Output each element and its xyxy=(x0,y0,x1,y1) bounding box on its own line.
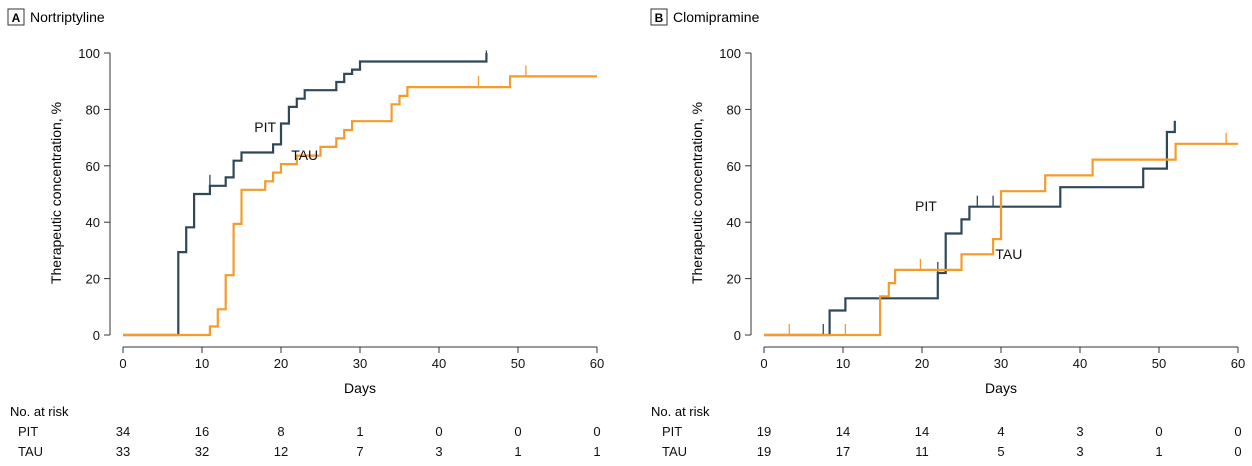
panel-b-series-pit xyxy=(764,120,1176,337)
panel-a-x-tick-label: 10 xyxy=(195,356,209,371)
panel-a-risk-table-label: No. at risk xyxy=(10,404,69,419)
panel-b-y-tick-label: 100 xyxy=(719,46,741,61)
panel-a-risk-cell: 32 xyxy=(195,444,209,459)
panel-a-series-tau xyxy=(123,75,597,337)
panel-a-x-tick-label: 30 xyxy=(353,356,367,371)
panel-a-risk-cell: 16 xyxy=(195,424,209,439)
panel-a-y-axis-label: Therapeutic concentration, % xyxy=(48,102,64,284)
panel-b-risk-cell: 0 xyxy=(1234,444,1241,459)
panel-b-risk-cell: 11 xyxy=(915,444,929,459)
panel-a-y-tick-label: 0 xyxy=(93,328,100,343)
panel-a-x-tick-label: 50 xyxy=(511,356,525,371)
panel-a-y-tick-label: 100 xyxy=(78,46,100,61)
panel-a-series-label-pit: PIT xyxy=(254,119,276,135)
panel-a-letter-box xyxy=(7,8,25,26)
panel-b-letter: B xyxy=(655,11,664,25)
panel-b-x-tick-label: 50 xyxy=(1152,356,1166,371)
panel-b-risk-cell: 19 xyxy=(757,424,771,439)
panel-b-series-label-tau: TAU xyxy=(995,246,1022,262)
panel-b-x-tick-label: 40 xyxy=(1073,356,1087,371)
panel-b-x-tick-label: 10 xyxy=(836,356,850,371)
panel-a-letter: A xyxy=(12,11,21,25)
panel-b-title: Clomipramine xyxy=(673,9,760,25)
panel-a-risk-table: PIT 34 16 8 1 0 0 0 TAU 33 32 12 7 3 1 1 xyxy=(18,424,601,459)
panel-b-plot-area: 0 20 40 60 80 100 0 10 20 30 40 50 60 PIT TAU xyxy=(719,46,1245,371)
panel-a-risk-row-label: TAU xyxy=(18,444,43,459)
panel-a-risk-cell: 0 xyxy=(514,424,521,439)
panel-b-series-label-pit: PIT xyxy=(915,198,937,214)
panel-b-risk-cell: 5 xyxy=(997,444,1004,459)
panel-b-risk-cell: 3 xyxy=(1076,444,1083,459)
panel-b-y-tick-label: 40 xyxy=(727,215,741,230)
panel-a: A Nortriptyline Therapeutic concentratio… xyxy=(7,8,604,459)
panel-b-risk-table: PIT 19 14 14 4 3 0 0 TAU 19 17 11 5 3 1 0 xyxy=(662,424,1242,459)
panel-b-x-tick-label: 60 xyxy=(1231,356,1245,371)
panel-b: B Clomipramine Therapeutic concentration… xyxy=(650,8,1245,459)
panel-a-x-tick-label: 60 xyxy=(590,356,604,371)
panel-b-risk-cell: 17 xyxy=(836,444,850,459)
panel-a-risk-cell: 34 xyxy=(116,424,130,439)
panel-b-x-axis-label: Days xyxy=(985,380,1017,396)
panel-b-risk-cell: 4 xyxy=(997,424,1004,439)
panel-b-y-axis-label: Therapeutic concentration, % xyxy=(689,102,705,284)
panel-a-x-tick-label: 0 xyxy=(119,356,126,371)
panel-a-plot-area: 0 20 40 60 80 100 0 10 20 30 40 50 60 PIT TAU xyxy=(78,46,604,371)
panel-b-risk-cell: 3 xyxy=(1076,424,1083,439)
panel-a-risk-row-label: PIT xyxy=(18,424,38,439)
panel-a-risk-cell: 0 xyxy=(435,424,442,439)
panel-b-risk-cell: 14 xyxy=(915,424,929,439)
panel-b-x-tick-label: 30 xyxy=(994,356,1008,371)
panel-b-risk-cell: 1 xyxy=(1155,444,1162,459)
panel-b-risk-cell: 0 xyxy=(1234,424,1241,439)
panel-a-y-tick-label: 40 xyxy=(86,215,100,230)
panel-b-risk-cell: 19 xyxy=(757,444,771,459)
panel-b-risk-row-label: PIT xyxy=(662,424,682,439)
panel-b-x-tick-label: 20 xyxy=(915,356,929,371)
panel-a-risk-cell: 1 xyxy=(593,444,600,459)
panel-a-risk-cell: 1 xyxy=(356,424,363,439)
panel-a-series-label-tau: TAU xyxy=(291,147,318,163)
panel-b-letter-box xyxy=(650,8,668,26)
panel-a-risk-cell: 1 xyxy=(514,444,521,459)
panel-b-y-tick-label: 80 xyxy=(727,102,741,117)
panel-b-y-tick-label: 20 xyxy=(727,272,741,287)
panel-b-series-tau xyxy=(764,142,1238,337)
panel-b-risk-row-label: TAU xyxy=(662,444,687,459)
panel-a-y-tick-label: 60 xyxy=(86,159,100,174)
panel-a-risk-cell: 33 xyxy=(116,444,130,459)
panel-b-risk-table-label: No. at risk xyxy=(651,404,710,419)
panel-b-risk-cell: 0 xyxy=(1155,424,1162,439)
panel-a-risk-cell: 0 xyxy=(593,424,600,439)
panel-b-y-tick-label: 0 xyxy=(734,328,741,343)
panel-a-x-tick-label: 20 xyxy=(274,356,288,371)
panel-b-risk-cell: 14 xyxy=(836,424,850,439)
panel-a-risk-cell: 7 xyxy=(356,444,363,459)
panel-a-x-tick-label: 40 xyxy=(432,356,446,371)
panel-a-risk-cell: 3 xyxy=(435,444,442,459)
panel-a-series-pit xyxy=(123,53,488,337)
panel-b-x-tick-label: 0 xyxy=(760,356,767,371)
panel-a-x-axis-label: Days xyxy=(344,380,376,396)
panel-a-y-tick-label: 20 xyxy=(86,272,100,287)
panel-a-risk-cell: 8 xyxy=(277,424,284,439)
panel-a-title: Nortriptyline xyxy=(30,9,105,25)
panel-a-risk-cell: 12 xyxy=(274,444,288,459)
panel-b-y-tick-label: 60 xyxy=(727,159,741,174)
panel-a-y-tick-label: 80 xyxy=(86,102,100,117)
